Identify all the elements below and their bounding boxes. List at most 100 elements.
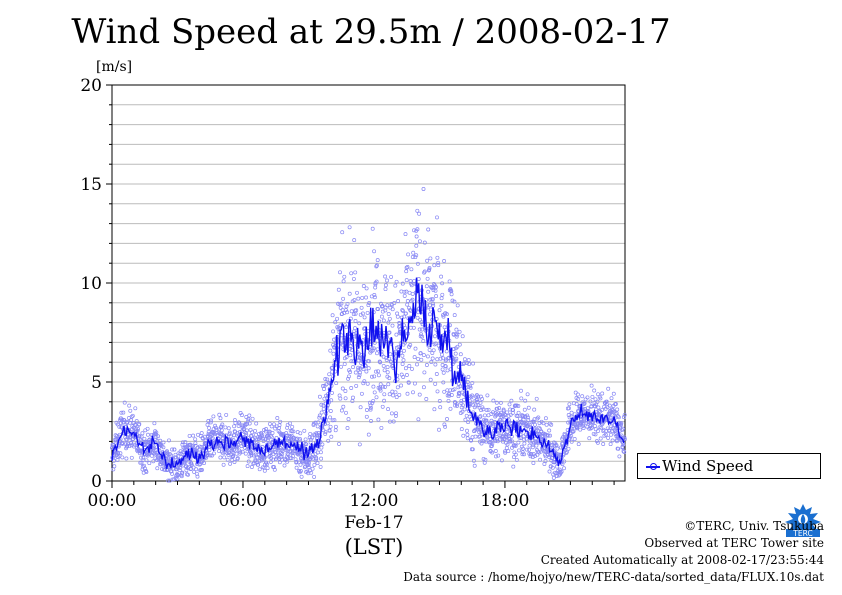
data-point xyxy=(353,370,358,375)
data-point xyxy=(579,421,584,426)
data-point xyxy=(394,411,398,416)
data-point xyxy=(370,374,374,379)
data-point xyxy=(312,474,317,479)
data-point xyxy=(323,431,328,436)
data-point xyxy=(554,474,559,478)
data-point xyxy=(319,402,324,407)
data-point xyxy=(362,315,367,320)
data-point xyxy=(370,348,375,353)
data-point xyxy=(249,451,254,456)
data-point xyxy=(376,369,381,374)
data-point xyxy=(379,314,384,319)
data-point xyxy=(189,462,194,467)
data-point xyxy=(582,402,587,406)
data-point xyxy=(290,424,295,429)
data-point xyxy=(336,287,341,292)
data-point xyxy=(532,426,537,431)
data-point xyxy=(526,405,531,410)
data-point xyxy=(367,301,372,305)
data-point xyxy=(306,465,311,469)
data-point xyxy=(402,314,407,319)
data-point xyxy=(440,292,445,297)
data-point xyxy=(269,449,274,454)
data-point xyxy=(574,402,579,407)
data-point xyxy=(435,215,439,220)
data-point xyxy=(341,296,346,301)
data-point xyxy=(445,368,450,373)
data-point xyxy=(183,440,188,445)
data-point xyxy=(440,367,445,372)
data-point xyxy=(337,393,342,398)
data-point xyxy=(438,405,443,410)
data-point xyxy=(351,276,356,281)
data-point xyxy=(592,388,597,393)
data-point xyxy=(186,472,190,477)
data-point xyxy=(244,415,249,419)
data-point xyxy=(368,405,373,410)
data-point xyxy=(478,414,483,419)
data-point xyxy=(129,455,134,460)
data-point xyxy=(389,411,394,416)
data-point xyxy=(366,432,371,437)
data-point xyxy=(133,406,138,411)
data-point xyxy=(391,393,396,398)
data-point xyxy=(376,307,380,312)
data-point xyxy=(121,410,126,415)
data-point xyxy=(262,468,267,473)
data-point xyxy=(372,249,377,254)
data-point xyxy=(504,446,509,450)
data-point xyxy=(544,422,549,427)
data-point xyxy=(433,381,438,386)
data-point xyxy=(313,458,318,463)
data-point xyxy=(272,467,277,472)
data-point xyxy=(161,445,166,450)
data-point xyxy=(510,410,515,415)
data-point xyxy=(328,415,332,420)
data-point xyxy=(246,459,251,464)
data-point xyxy=(517,448,521,453)
data-point xyxy=(122,418,127,423)
data-point xyxy=(364,414,369,419)
data-point xyxy=(390,323,395,328)
data-point xyxy=(470,447,475,452)
data-point xyxy=(465,380,470,385)
data-point xyxy=(340,230,345,235)
data-point xyxy=(448,406,453,411)
scatter-points xyxy=(110,187,627,483)
data-point xyxy=(261,436,265,441)
data-point xyxy=(204,455,209,460)
data-point xyxy=(439,274,444,279)
data-point xyxy=(331,329,336,334)
data-point xyxy=(266,433,271,438)
data-point xyxy=(372,390,377,395)
data-point xyxy=(376,417,381,422)
data-point xyxy=(415,362,419,367)
data-point xyxy=(446,398,451,403)
data-point xyxy=(304,442,309,447)
data-point xyxy=(550,456,555,461)
data-point xyxy=(576,397,581,401)
data-point xyxy=(598,396,603,401)
data-point xyxy=(447,393,452,398)
credit-data-source: Data source : /home/hojyo/new/TERC-data/… xyxy=(403,570,824,584)
data-point xyxy=(310,435,315,440)
data-point xyxy=(298,462,303,467)
data-point xyxy=(485,393,490,398)
data-point xyxy=(250,416,255,421)
data-point xyxy=(578,427,583,432)
data-point xyxy=(401,358,406,363)
data-point xyxy=(330,313,335,318)
data-point xyxy=(294,459,299,464)
data-point xyxy=(559,469,564,474)
data-point xyxy=(437,399,442,403)
x-tick-label: 18:00 xyxy=(480,491,529,511)
data-point xyxy=(319,445,324,450)
data-point xyxy=(466,358,471,363)
data-point xyxy=(268,453,273,458)
data-point xyxy=(533,422,537,427)
data-point xyxy=(405,265,410,269)
data-point xyxy=(348,370,353,374)
data-point xyxy=(463,417,468,422)
data-point xyxy=(280,451,285,456)
data-point xyxy=(494,413,499,418)
